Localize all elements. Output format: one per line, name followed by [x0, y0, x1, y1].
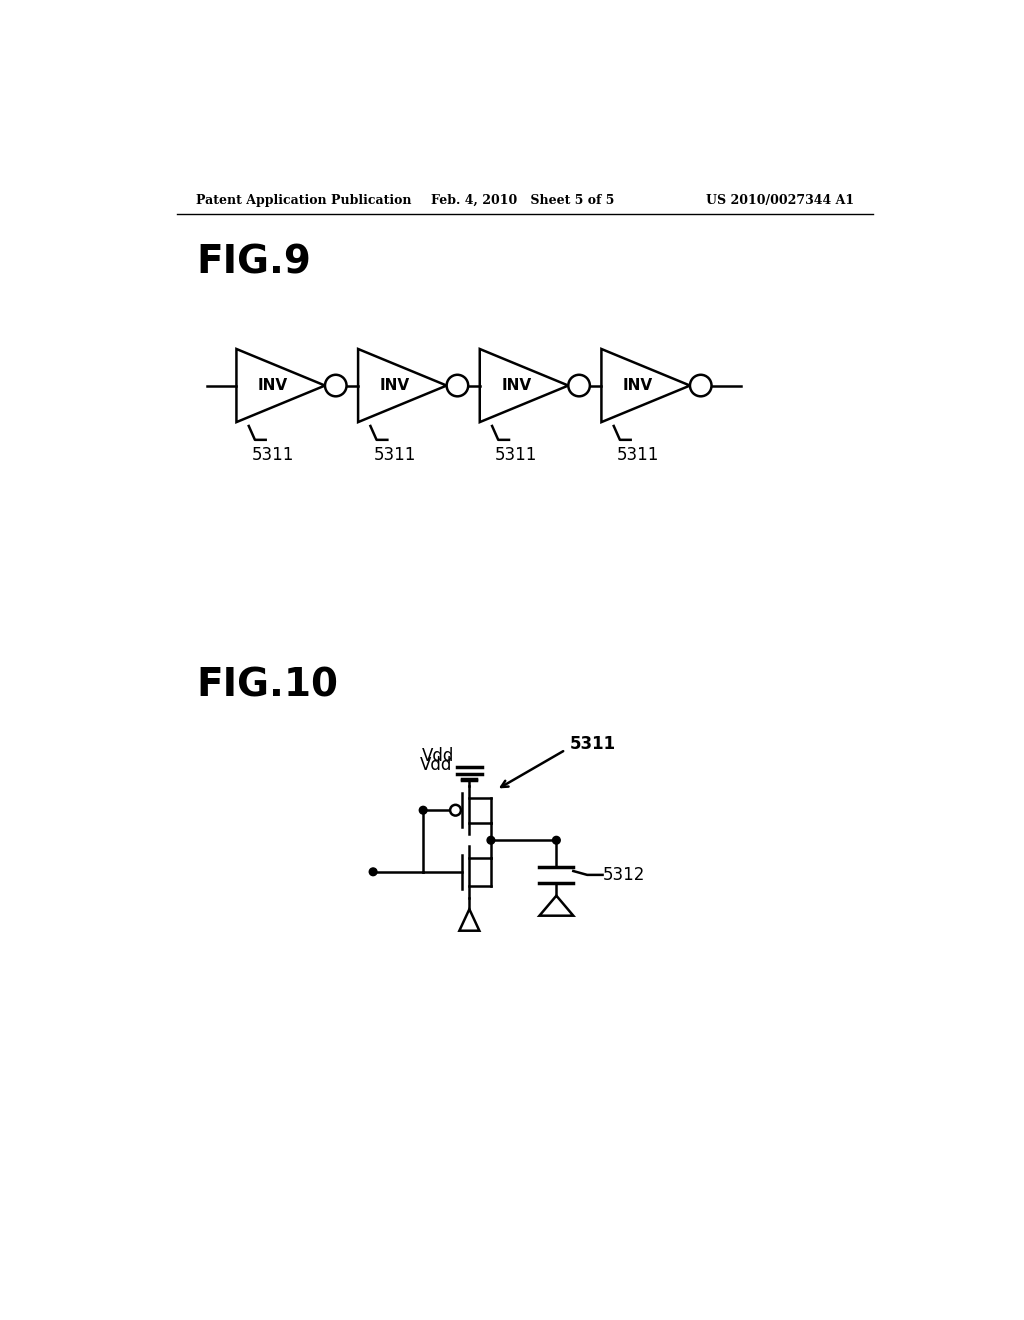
Circle shape — [451, 805, 461, 816]
Text: INV: INV — [380, 378, 410, 393]
Text: Feb. 4, 2010   Sheet 5 of 5: Feb. 4, 2010 Sheet 5 of 5 — [431, 194, 614, 207]
Text: FIG.10: FIG.10 — [196, 667, 338, 705]
Circle shape — [553, 837, 560, 843]
Text: INV: INV — [502, 378, 531, 393]
Text: FIG.9: FIG.9 — [196, 243, 311, 281]
Circle shape — [370, 869, 377, 875]
Text: 5311: 5311 — [374, 446, 416, 465]
Text: 5311: 5311 — [569, 735, 615, 752]
Text: INV: INV — [623, 378, 653, 393]
Text: 5311: 5311 — [252, 446, 294, 465]
Text: Patent Application Publication: Patent Application Publication — [196, 194, 412, 207]
Circle shape — [487, 837, 495, 843]
Text: INV: INV — [258, 378, 288, 393]
Circle shape — [419, 807, 427, 814]
Text: 5312: 5312 — [602, 866, 645, 884]
Text: 5311: 5311 — [616, 446, 659, 465]
Text: 5311: 5311 — [496, 446, 538, 465]
Text: US 2010/0027344 A1: US 2010/0027344 A1 — [707, 194, 854, 207]
Text: Vdd: Vdd — [422, 747, 454, 766]
Text: Vdd: Vdd — [420, 755, 453, 774]
